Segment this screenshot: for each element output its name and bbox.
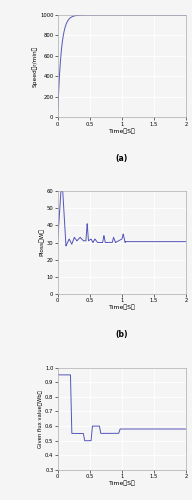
Y-axis label: Given flux value（Wb）: Given flux value（Wb）: [38, 390, 43, 448]
Y-axis label: Ploss（W）: Ploss（W）: [39, 228, 45, 256]
Text: (b): (b): [116, 330, 128, 339]
Text: (a): (a): [116, 154, 128, 162]
X-axis label: Time（S）: Time（S）: [108, 128, 135, 134]
Y-axis label: Speed（r/min）: Speed（r/min）: [32, 46, 38, 87]
X-axis label: Time（S）: Time（S）: [108, 480, 135, 486]
X-axis label: Time（S）: Time（S）: [108, 304, 135, 310]
